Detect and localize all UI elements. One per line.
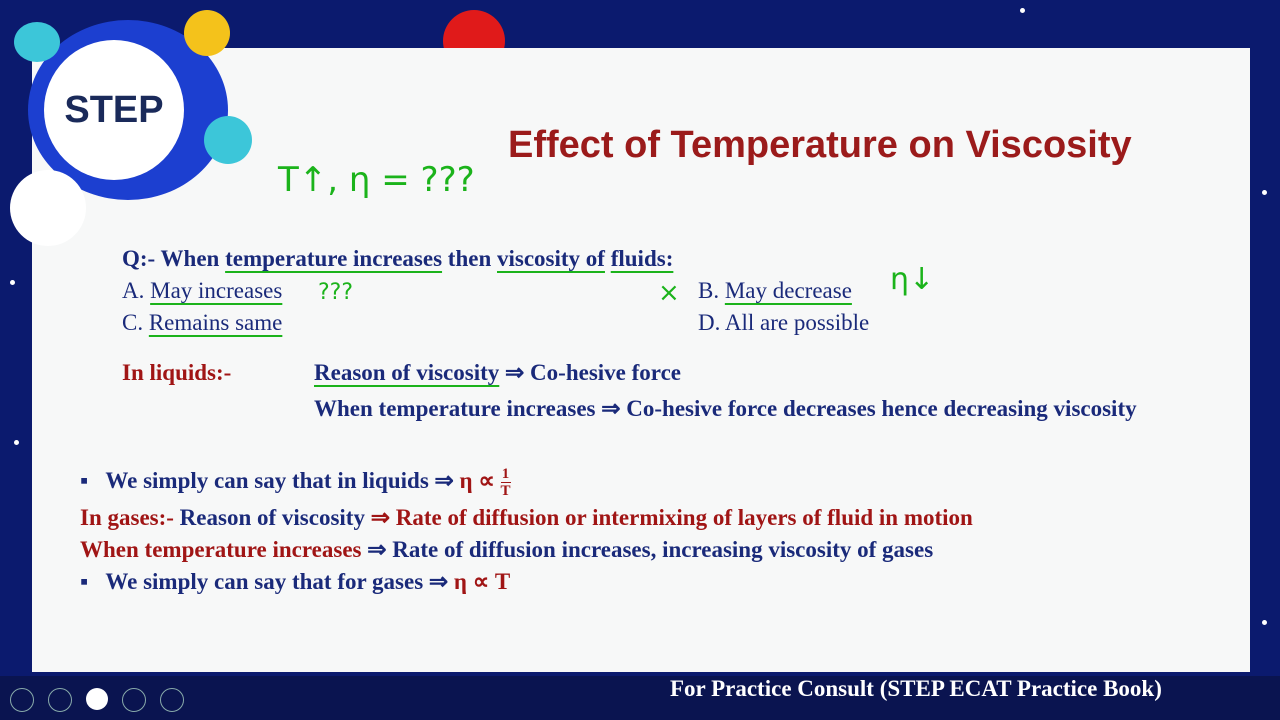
star [14, 440, 19, 445]
numerator: 1 [500, 466, 511, 483]
star [10, 280, 15, 285]
text: viscosity of [497, 246, 605, 271]
option-letter: D. [698, 310, 721, 335]
text-line: When temperature increases ⇒ Rate of dif… [80, 537, 933, 563]
pen-button[interactable] [86, 688, 108, 710]
annotation: T↑, η = ??? [278, 160, 475, 200]
annotation: ??? [318, 280, 354, 305]
option: B. May decrease [698, 278, 852, 304]
text-line: In gases:- Reason of viscosity ⇒ Rate of… [80, 505, 973, 531]
next-button[interactable] [48, 688, 72, 712]
text: ⇒ Co-hesive force [505, 360, 681, 385]
text: ⇒ Rate of diffusion increases, increasin… [367, 537, 934, 562]
option-text: May decrease [724, 278, 852, 303]
question: Q:- When temperature increases then visc… [122, 246, 673, 272]
option-letter: C. [122, 310, 144, 335]
option: A. May increases [122, 278, 282, 304]
text: Q:- When [122, 246, 220, 271]
more-button[interactable] [160, 688, 184, 712]
text: fluids: [610, 246, 674, 271]
option-letter: B. [698, 278, 720, 303]
text: Reason of viscosity [179, 505, 365, 530]
view-button[interactable] [122, 688, 146, 712]
option-text: All are possible [724, 310, 870, 335]
text: then [447, 246, 492, 271]
icon [184, 10, 230, 56]
logo-text: STEP [64, 88, 164, 131]
annotation: η↓ [890, 262, 935, 297]
section-heading: In liquids:- [122, 360, 232, 385]
bullet: ▪ We simply can say that for gases ⇒ η ∝… [80, 569, 511, 594]
text: We simply can say that in liquids ⇒ [105, 467, 454, 493]
star [1262, 620, 1267, 625]
text: temperature increases [225, 246, 443, 271]
text-line: When temperature increases ⇒ Co-hesive f… [314, 396, 1137, 421]
text: ⇒ Rate of diffusion or intermixing of la… [370, 505, 973, 530]
footer: For Practice Consult (STEP ECAT Practice… [670, 676, 1162, 701]
star [1262, 190, 1267, 195]
formula: η ∝ T [453, 569, 511, 594]
bottom-bar [0, 676, 1280, 720]
annotation: × [658, 278, 680, 308]
star [1020, 8, 1025, 13]
prev-button[interactable] [10, 688, 34, 712]
formula: η ∝ [459, 467, 495, 493]
slide-title: Effect of Temperature on Viscosity [508, 124, 1132, 166]
icon [14, 22, 60, 62]
option-letter: A. [122, 278, 145, 303]
option: C. Remains same [122, 310, 282, 336]
icon [204, 116, 252, 164]
text: In gases:- [80, 505, 174, 530]
logo: STEP [44, 40, 184, 180]
text-line: Reason of viscosity ⇒ Co-hesive force [314, 360, 681, 386]
option: D. All are possible [698, 310, 869, 336]
option-text: Remains same [148, 310, 283, 335]
bullet: ▪ We simply can say that in liquids ⇒ η … [80, 466, 511, 499]
text: When temperature increases [80, 537, 362, 562]
denominator: T [500, 483, 511, 499]
option-text: May increases [150, 278, 283, 303]
icon [10, 170, 86, 246]
text: Reason of viscosity [314, 360, 500, 385]
controls[interactable] [10, 688, 250, 712]
text: We simply can say that for gases ⇒ [105, 569, 449, 594]
